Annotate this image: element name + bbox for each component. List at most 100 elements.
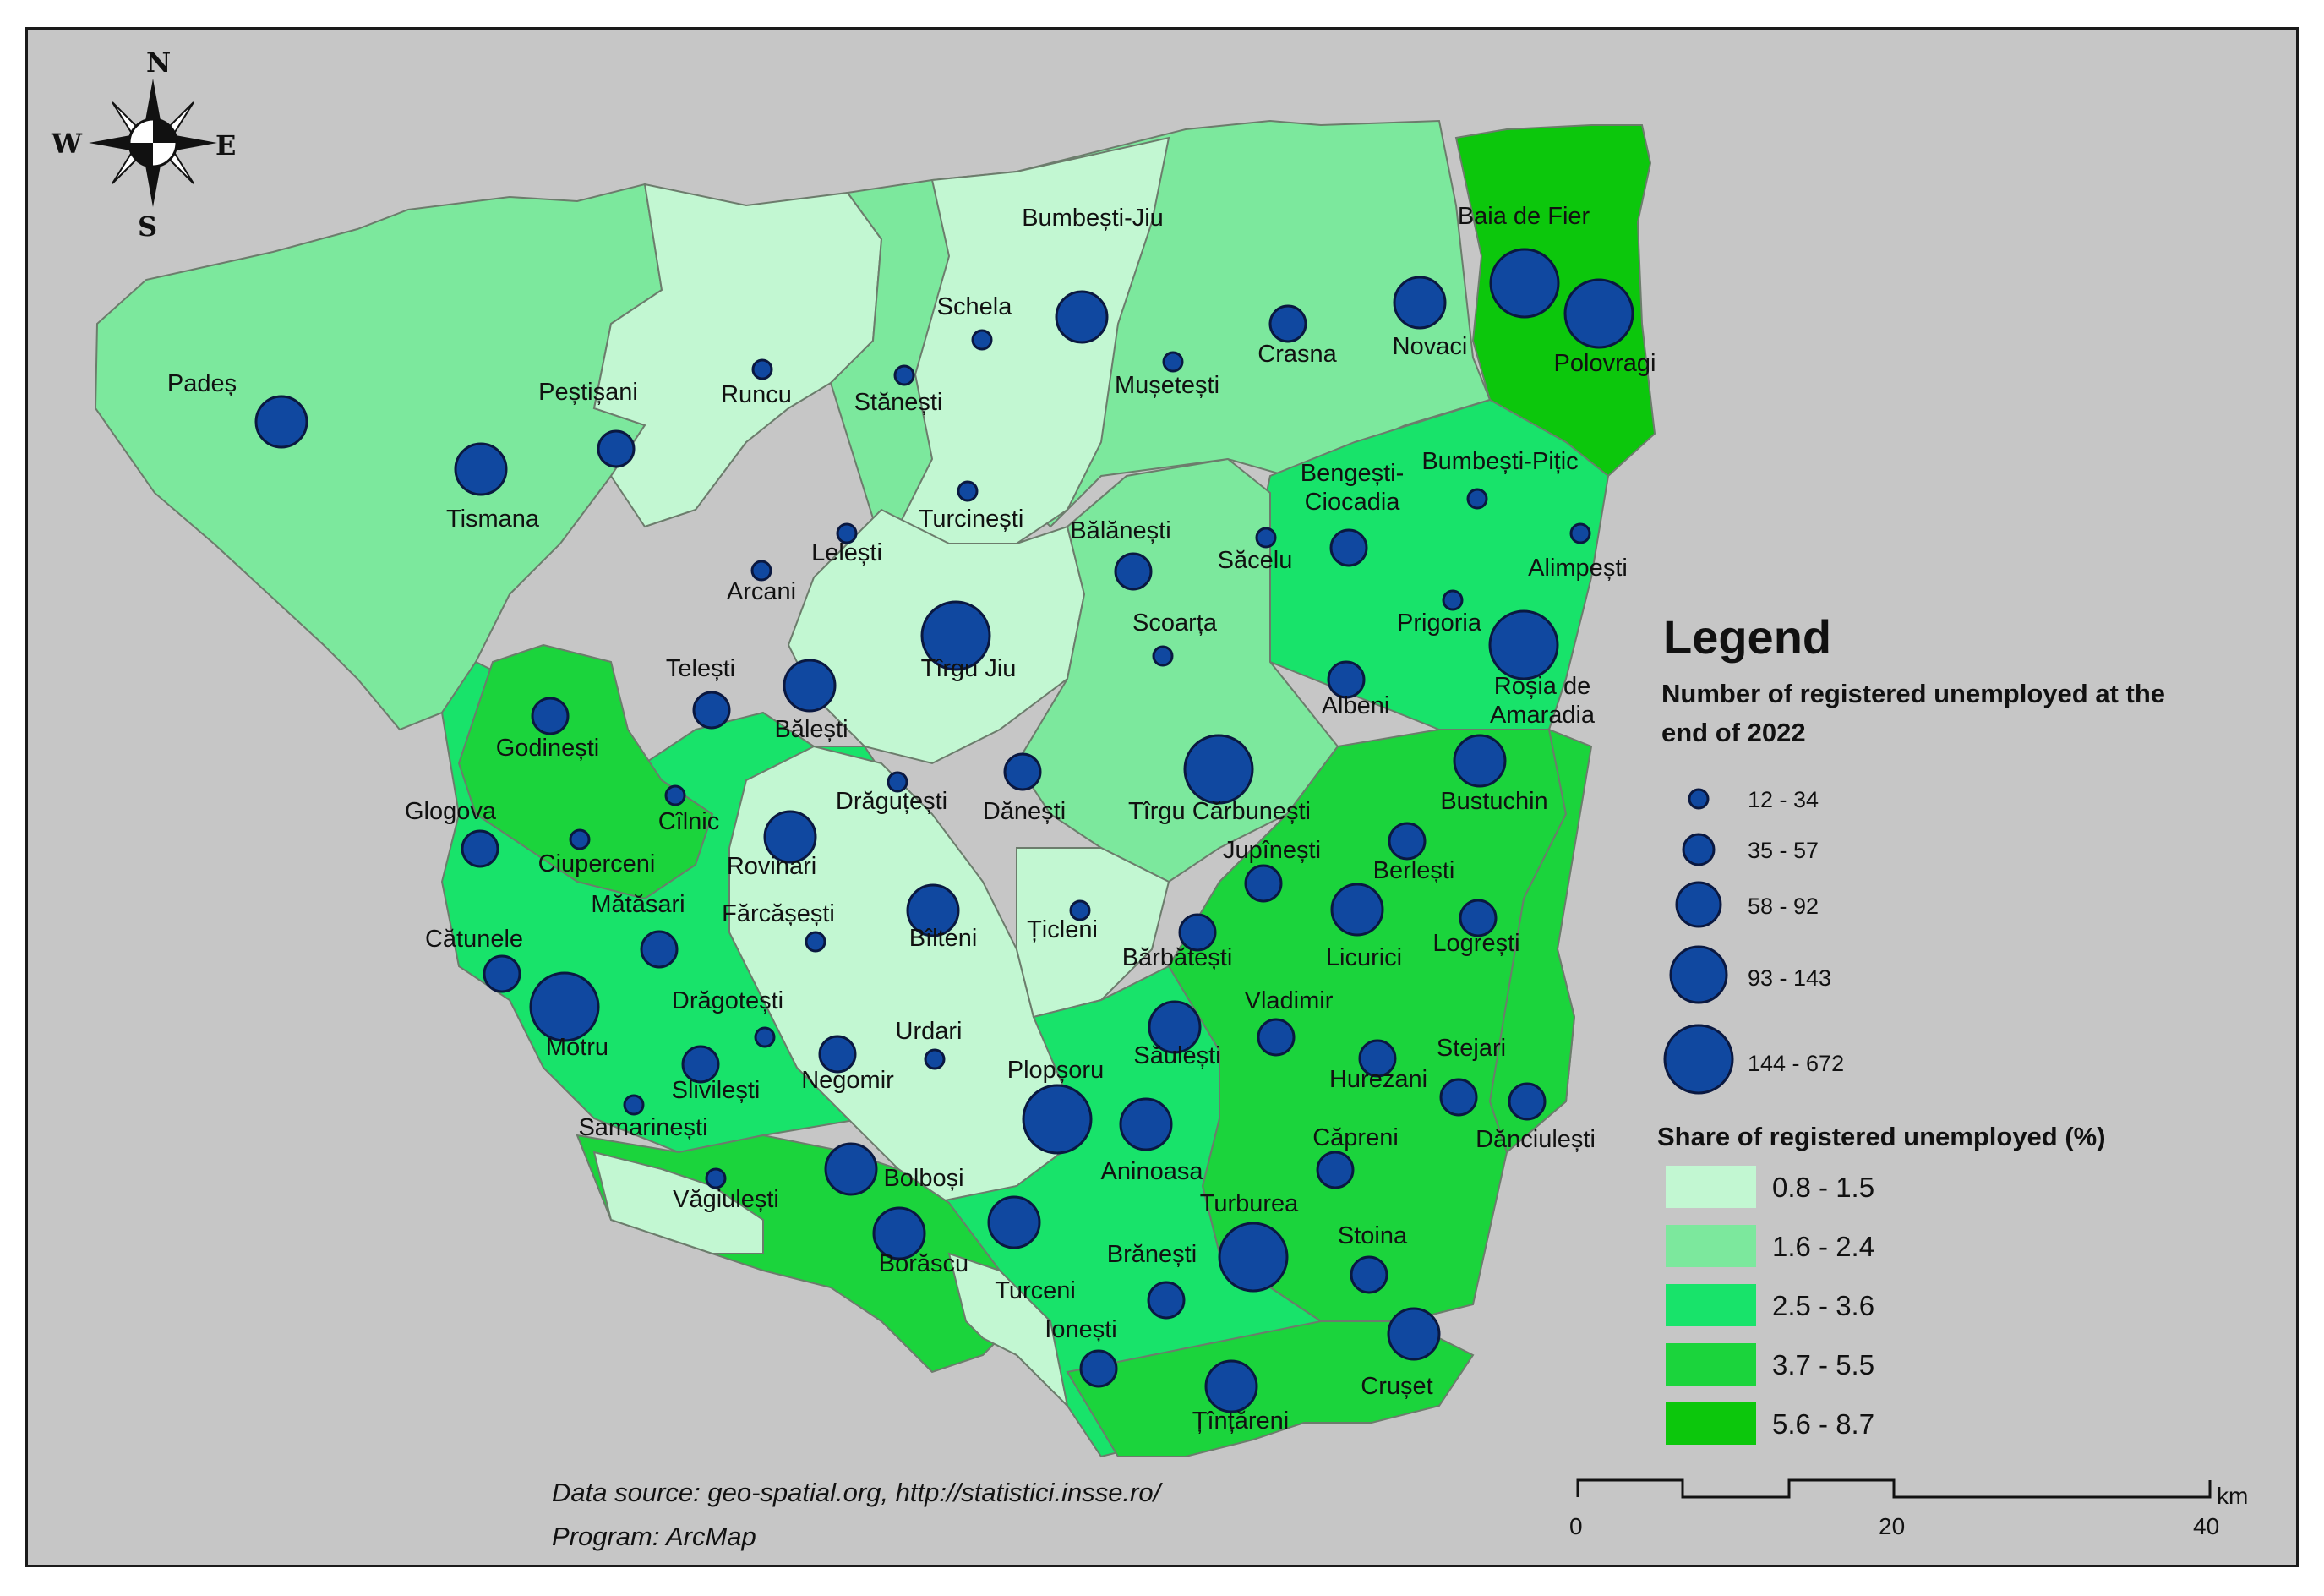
- locality-label-turcinești: Turcinești: [919, 506, 1024, 533]
- unemployed-circle-tîrgu-jiu: [920, 600, 991, 671]
- legend-share-title: Share of registered unemployed (%): [1657, 1122, 2106, 1151]
- legend-circles-title-line2: end of 2022: [1661, 718, 1806, 747]
- unemployed-circle-novaci: [1393, 276, 1447, 330]
- map-canvas: Padeș Tismana Peștișani Runcu Schela Bumbești…: [51, 46, 2248, 1551]
- locality-label-samarinești: Samarinești: [578, 1114, 707, 1141]
- unemployed-circle-berlești: [1388, 822, 1427, 861]
- locality-label-dănești: Dănești: [983, 798, 1066, 825]
- legend: Legend Number of registered unemployed a…: [1657, 610, 2165, 1445]
- compass-rose: N S E W: [51, 46, 236, 243]
- locality-label-arcani: Arcani: [727, 578, 796, 605]
- locality-label-prigoria: Prigoria: [1397, 609, 1482, 637]
- locality-label-bumbești-pițic: Bumbești-Pițic: [1421, 448, 1578, 475]
- unemployed-circle-turcinești: [957, 480, 979, 502]
- unemployed-circle-ionești: [1079, 1349, 1118, 1388]
- locality-label-alimpești: Alimpești: [1528, 555, 1628, 582]
- locality-label-fărcășești: Fărcășești: [722, 900, 835, 927]
- locality-label-tismana: Tismana: [446, 506, 540, 533]
- unemployed-circle-aninoasa: [1119, 1097, 1173, 1151]
- unemployed-circle-drăguțești: [887, 771, 908, 793]
- scale-tick-0: 0: [1569, 1513, 1583, 1539]
- region-tirgu-carbunesti: [1015, 457, 1339, 883]
- unemployed-circle-bîlteni: [906, 883, 960, 937]
- unemployed-circle-bumbești-pițic: [1466, 488, 1488, 510]
- unemployed-circle-cîlnic: [664, 784, 686, 806]
- legend-circle-5: [1663, 1024, 1734, 1095]
- unemployed-circle-dănciulești: [1508, 1082, 1547, 1121]
- locality-label-runcu: Runcu: [721, 381, 792, 408]
- compass-label-w: W: [51, 128, 83, 160]
- unemployed-circle-cătunele: [483, 954, 521, 993]
- unemployed-circle-stoina: [1350, 1255, 1388, 1294]
- locality-label-ionești: Ionești: [1045, 1316, 1116, 1343]
- scale-tick-40: 40: [2193, 1513, 2219, 1539]
- locality-label-țînțăreni: Țînțăreni: [1192, 1407, 1289, 1435]
- region-dancilesti: [1488, 728, 1593, 1154]
- locality-label-turburea: Turburea: [1200, 1190, 1299, 1217]
- unemployed-circle-logrești: [1459, 899, 1498, 937]
- locality-label-godinești: Godinești: [496, 735, 600, 762]
- scale-bar: [1576, 1478, 2212, 1499]
- unemployed-circle-runcu: [751, 358, 773, 380]
- locality-label-licurici: Licurici: [1326, 944, 1402, 971]
- region-northeast: [1454, 124, 1656, 478]
- compass-label-n: N: [146, 46, 171, 79]
- locality-label-stoina: Stoina: [1338, 1222, 1408, 1249]
- legend-swatch-3: [1666, 1284, 1756, 1326]
- region-ticleni: [1016, 847, 1170, 1019]
- unemployed-circle-fărcășești: [805, 931, 826, 953]
- unemployed-circle-săcelu: [1255, 527, 1277, 549]
- unemployed-circle-bolboși: [824, 1142, 878, 1196]
- unemployed-circle-motru: [529, 971, 600, 1042]
- locality-label-logrești: Logrești: [1432, 930, 1519, 957]
- locality-label-bărbătești: Bărbătești: [1122, 944, 1233, 971]
- unemployed-circle-lelești: [836, 522, 858, 544]
- locality-label-vladimir: Vladimir: [1245, 987, 1334, 1014]
- legend-swatches: 0.8 - 1.5 1.6 - 2.4 2.5 - 3.6 3.7 - 5.5 5.6 …: [1666, 1166, 1874, 1445]
- unemployed-circle-crasna: [1268, 304, 1307, 343]
- unemployed-circle-telești: [692, 691, 731, 730]
- unemployed-circle-căpreni: [1316, 1151, 1355, 1189]
- unemployed-circle-samarinești: [623, 1094, 645, 1116]
- locality-label-berlești: Berlești: [1373, 857, 1455, 884]
- locality-label-roșia-de-amaradia: Roșia de Amaradia: [1490, 673, 1596, 729]
- locality-label-crușet: Crușet: [1361, 1373, 1432, 1400]
- locality-label-negomir: Negomir: [801, 1067, 894, 1094]
- unemployed-circle-turceni: [987, 1195, 1041, 1249]
- locality-label-mușetești: Mușetești: [1115, 372, 1219, 399]
- unemployed-circle-negomir: [818, 1035, 857, 1074]
- legend-circle-label-4: 93 - 143: [1748, 965, 1831, 991]
- locality-label-urdari: Urdari: [896, 1018, 963, 1045]
- unemployed-circle-plopșoru: [1022, 1084, 1093, 1155]
- legend-circles: 12 - 34 35 - 57 58 - 92 93 - 143 144 - 672: [1663, 787, 1844, 1095]
- locality-label-drăguțești: Drăguțești: [836, 788, 947, 815]
- legend-circle-1: [1688, 788, 1710, 810]
- legend-swatch-label-5: 5.6 - 8.7: [1772, 1408, 1874, 1440]
- unemployed-circle-licurici: [1330, 883, 1384, 937]
- unemployed-circle-padeș: [254, 395, 308, 449]
- data-source-credit: Data source: geo-spatial.org, http://sta…: [552, 1478, 1164, 1507]
- legend-circle-label-3: 58 - 92: [1748, 894, 1819, 919]
- locality-label-glogova: Glogova: [405, 798, 497, 825]
- unemployed-circle-mușetești: [1162, 351, 1184, 373]
- locality-label-bengești-ciocadia: Bengești-Ciocadia: [1301, 460, 1405, 516]
- locality-label-slivilești: Slivilești: [672, 1077, 761, 1104]
- unemployed-circle-ciuperceni: [569, 828, 591, 850]
- locality-label-bolboși: Bolboși: [883, 1165, 963, 1192]
- locality-label-hurezani: Hurezani: [1329, 1066, 1427, 1093]
- locality-label-albeni: Albeni: [1322, 692, 1390, 719]
- locality-label-cătunele: Cătunele: [425, 926, 523, 953]
- locality-label-scoarța: Scoarța: [1132, 609, 1218, 637]
- locality-label-dănciulești: Dănciulești: [1476, 1126, 1596, 1153]
- unemployed-circle-jupînești: [1244, 864, 1283, 903]
- unemployed-circle-rovinari: [763, 810, 817, 864]
- legend-swatch-label-4: 3.7 - 5.5: [1772, 1349, 1874, 1380]
- locality-label-bîlteni: Bîlteni: [909, 925, 978, 952]
- locality-label-jupînești: Jupînești: [1223, 837, 1321, 864]
- unemployed-circle-țicleni: [1069, 899, 1091, 921]
- unemployed-circle-bengești-ciocadia: [1329, 528, 1368, 567]
- localities-layer: Padeș Tismana Peștișani Runcu Schela Bumbești…: [167, 203, 1656, 1435]
- locality-label-săulești: Săulești: [1133, 1042, 1220, 1069]
- scale-unit: km: [2217, 1483, 2248, 1509]
- locality-label-bălești: Bălești: [774, 716, 848, 743]
